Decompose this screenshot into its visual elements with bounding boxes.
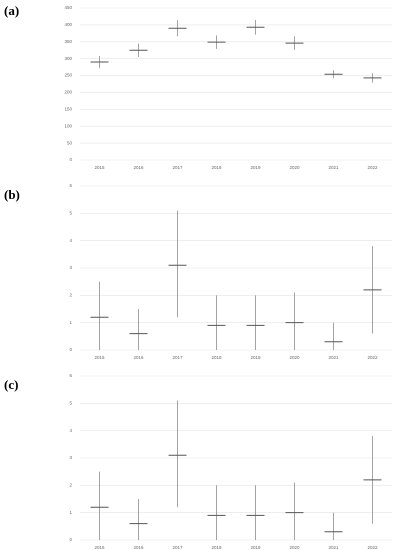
- x-tick-label: 2022: [367, 545, 378, 550]
- y-tick-label: 200: [64, 90, 72, 95]
- y-tick-label: 6: [69, 373, 72, 378]
- y-tick-label: 350: [64, 39, 72, 44]
- y-tick-label: 400: [64, 22, 72, 27]
- x-tick-label: 2016: [133, 165, 144, 170]
- y-tick-label: 4: [69, 238, 72, 243]
- x-tick-label: 2020: [289, 355, 300, 360]
- y-tick-label: 5: [69, 401, 72, 406]
- x-tick-label: 2021: [328, 545, 339, 550]
- x-tick-label: 2017: [172, 165, 183, 170]
- y-tick-label: 6: [69, 183, 72, 188]
- y-tick-label: 1: [69, 320, 72, 325]
- y-tick-label: 2: [69, 483, 72, 488]
- x-tick-label: 2015: [94, 165, 105, 170]
- y-tick-label: 0: [69, 347, 72, 352]
- y-tick-label: 3: [69, 455, 72, 460]
- y-tick-label: 5: [69, 211, 72, 216]
- x-tick-label: 2018: [211, 355, 222, 360]
- x-tick-label: 2015: [94, 545, 105, 550]
- y-tick-label: 3: [69, 265, 72, 270]
- y-tick-label: 250: [64, 73, 72, 78]
- x-tick-label: 2019: [250, 355, 261, 360]
- x-tick-label: 2019: [250, 165, 261, 170]
- x-tick-label: 2018: [211, 165, 222, 170]
- y-tick-label: 50: [67, 140, 73, 145]
- x-tick-label: 2015: [94, 355, 105, 360]
- x-tick-label: 2016: [133, 355, 144, 360]
- x-tick-label: 2020: [289, 545, 300, 550]
- y-tick-label: 1: [69, 510, 72, 515]
- y-tick-label: 0: [69, 157, 72, 162]
- panel-label: (b): [4, 187, 20, 202]
- x-tick-label: 2018: [211, 545, 222, 550]
- y-tick-label: 150: [64, 107, 72, 112]
- y-tick-label: 0: [69, 537, 72, 542]
- x-tick-label: 2017: [172, 355, 183, 360]
- x-tick-label: 2022: [367, 355, 378, 360]
- x-tick-label: 2016: [133, 545, 144, 550]
- x-tick-label: 2022: [367, 165, 378, 170]
- x-tick-label: 2020: [289, 165, 300, 170]
- x-tick-label: 2021: [328, 355, 339, 360]
- y-tick-label: 4: [69, 428, 72, 433]
- x-tick-label: 2017: [172, 545, 183, 550]
- y-tick-label: 300: [64, 56, 72, 61]
- y-tick-label: 100: [64, 123, 72, 128]
- x-tick-label: 2021: [328, 165, 339, 170]
- panel-label: (c): [4, 377, 18, 392]
- y-tick-label: 450: [64, 5, 72, 10]
- x-tick-label: 2019: [250, 545, 261, 550]
- y-tick-label: 2: [69, 293, 72, 298]
- panel-label: (a): [4, 3, 19, 18]
